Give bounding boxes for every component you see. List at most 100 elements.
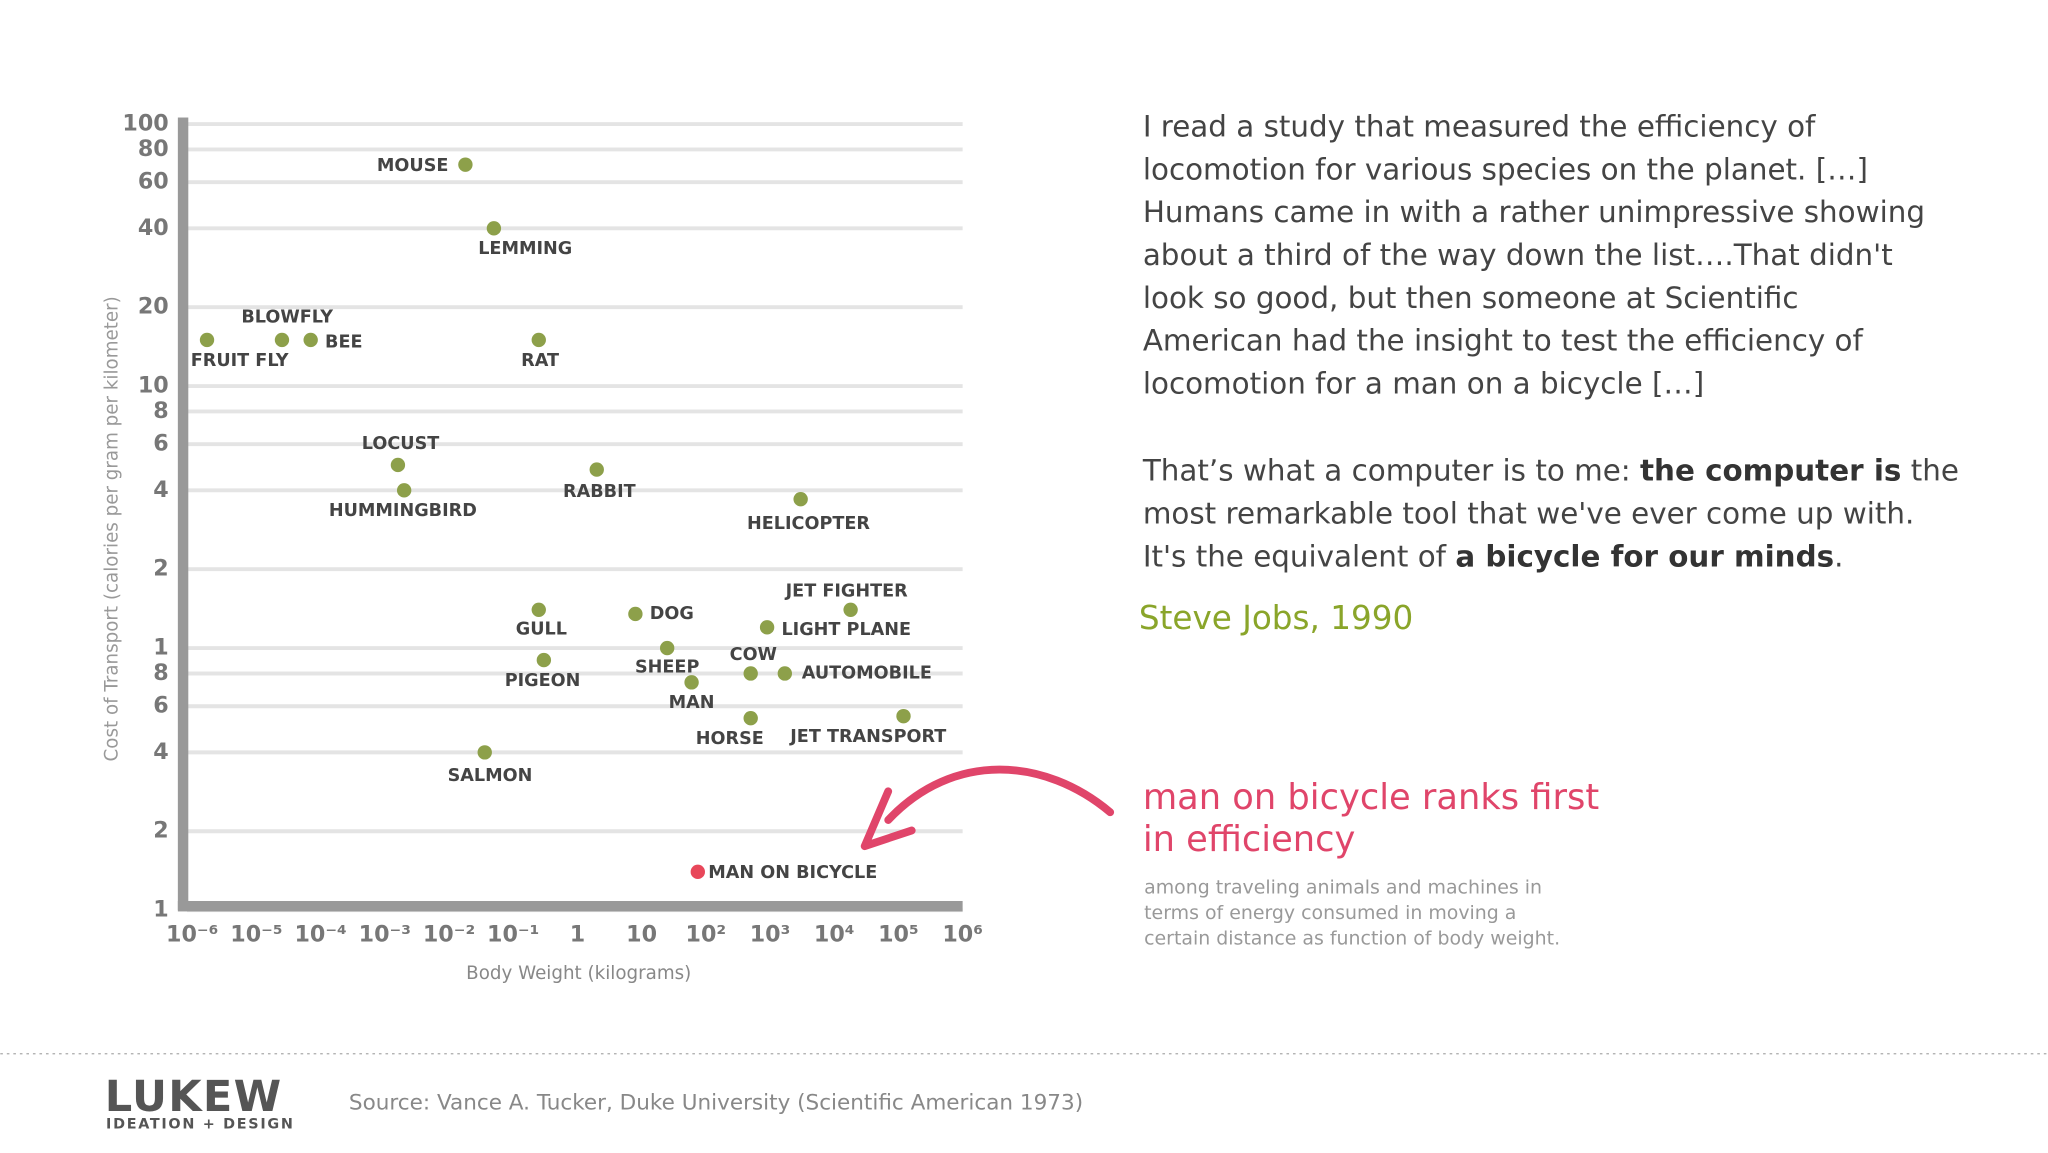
point <box>743 711 758 726</box>
y-axis-label: Cost of Transport (calories per gram per… <box>102 296 123 761</box>
point-label: RABBIT <box>563 482 636 502</box>
point-label: HELICOPTER <box>747 514 870 534</box>
point <box>458 157 473 172</box>
annotation-headline: in efficiency <box>1143 819 1356 860</box>
x-tick-label: 10⁻⁴ <box>294 921 346 947</box>
point-label: FRUIT FLY <box>191 351 289 371</box>
quote-text: most remarkable tool that we've ever com… <box>1143 496 1915 530</box>
attribution: Steve Jobs, 1990 <box>1139 599 1413 637</box>
point <box>531 602 546 617</box>
point <box>486 221 502 236</box>
point-label: COW <box>730 645 777 665</box>
quote-emphasis: the computer is <box>1640 453 1901 487</box>
point <box>531 332 546 348</box>
point-label: JET FIGHTER <box>785 582 909 602</box>
point-label: PIGEON <box>505 671 581 691</box>
point <box>303 332 318 348</box>
quote-line: most remarkable tool that we've ever com… <box>1143 496 1915 530</box>
point-label: HORSE <box>696 729 764 749</box>
x-axis-label: Body Weight (kilograms) <box>466 963 691 984</box>
quote-line: I read a study that measured the efficie… <box>1143 109 1816 143</box>
x-tick-label: 10⁶ <box>942 921 983 947</box>
y-tick-label: 20 <box>138 294 169 320</box>
y-tick-label: 2 <box>153 818 168 844</box>
x-tick-label: 10⁻³ <box>359 921 411 947</box>
point-label: MAN <box>669 693 715 713</box>
quote-text: the <box>1901 453 1959 487</box>
point-label: MAN ON BICYCLE <box>708 863 877 883</box>
quote-text: That’s what a computer is to me: <box>1142 453 1640 487</box>
y-tick-label: 40 <box>138 215 169 241</box>
point-label: SHEEP <box>635 658 699 678</box>
point <box>896 708 911 724</box>
point-label: SALMON <box>448 766 533 786</box>
point <box>274 332 290 348</box>
annotation-body: among traveling animals and machines in <box>1144 876 1542 898</box>
point <box>843 602 858 617</box>
point-label: LEMMING <box>478 239 572 259</box>
y-tick-label: 60 <box>138 169 169 195</box>
y-tick-label: 6 <box>153 431 168 457</box>
quote-text: It's the equivalent of <box>1143 539 1456 573</box>
x-axis <box>177 900 963 912</box>
x-tick-label: 10⁻⁶ <box>166 921 218 947</box>
point <box>628 606 643 622</box>
point <box>396 483 412 498</box>
point-label: GULL <box>516 619 567 639</box>
arrow <box>884 765 1115 824</box>
point-label: RAT <box>521 351 559 371</box>
x-tick-label: 10⁻¹ <box>487 921 539 947</box>
x-tick-label: 1 <box>570 921 585 947</box>
point <box>536 652 552 668</box>
x-tick-label: 10⁵ <box>878 921 919 947</box>
logo: LUKEW <box>105 1072 283 1122</box>
y-tick-label: 4 <box>153 477 168 503</box>
quote-text: . <box>1834 539 1843 573</box>
point-label: LIGHT PLANE <box>781 620 911 640</box>
point <box>793 492 808 507</box>
point <box>690 864 705 880</box>
point-label: DOG <box>650 604 694 624</box>
annotation-body: terms of energy consumed in moving a <box>1144 902 1516 924</box>
point-label: BLOWFLY <box>241 308 333 328</box>
quote-line: American had the insight to test the eff… <box>1143 324 1864 358</box>
y-tick-label: 6 <box>153 693 168 719</box>
point-label: JET TRANSPORT <box>789 727 946 747</box>
point <box>743 666 758 681</box>
point <box>684 675 699 690</box>
quote-emphasis: a bicycle for our minds <box>1455 539 1834 573</box>
point-label: AUTOMOBILE <box>802 663 932 683</box>
point-label: BEE <box>325 333 362 353</box>
point-label: HUMMINGBIRD <box>329 501 477 521</box>
quote-line: That’s what a computer is to me: the com… <box>1142 453 1959 487</box>
annotation-body: certain distance as function of body wei… <box>1144 927 1560 949</box>
quote-line: locomotion for a man on a bicycle […] <box>1143 366 1704 400</box>
x-tick-label: 10⁴ <box>814 921 855 947</box>
point <box>199 332 215 348</box>
quote-line: look so good, but then someone at Scient… <box>1143 281 1799 315</box>
x-tick-label: 10⁻⁵ <box>230 921 282 947</box>
point <box>477 745 492 760</box>
quote-line: locomotion for various species on the pl… <box>1143 152 1868 186</box>
quote-line: Humans came in with a rather unimpressiv… <box>1143 195 1925 229</box>
y-axis <box>177 117 189 911</box>
y-tick-label: 10 <box>138 373 169 399</box>
y-tick-label: 1 <box>153 897 168 923</box>
x-tick-label: 10 <box>626 921 657 947</box>
annotation-headline: man on bicycle ranks first <box>1143 777 1599 818</box>
x-tick-label: 10⁻² <box>423 921 475 947</box>
point-label: LOCUST <box>362 434 439 454</box>
point <box>659 640 675 656</box>
point <box>390 457 406 473</box>
y-tick-label: 8 <box>153 398 168 424</box>
quote-line: It's the equivalent of a bicycle for our… <box>1143 539 1844 573</box>
x-tick-label: 10² <box>686 921 727 947</box>
y-tick-label: 8 <box>153 660 168 686</box>
y-tick-label: 2 <box>153 556 168 582</box>
point <box>777 666 793 681</box>
arrow-head <box>860 787 916 851</box>
logo-tagline: IDEATION + DESIGN <box>106 1116 295 1132</box>
x-tick-label: 10³ <box>750 921 791 947</box>
point <box>589 462 604 477</box>
y-tick-label: 100 <box>122 111 168 137</box>
